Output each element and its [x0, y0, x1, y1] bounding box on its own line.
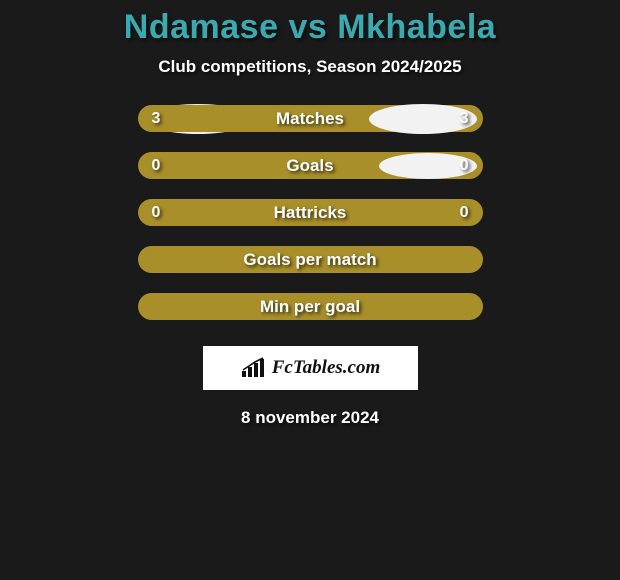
stat-row: 3 Matches 3 [138, 105, 483, 132]
logo-content: FcTables.com [240, 357, 381, 379]
logo-box: FcTables.com [203, 346, 418, 390]
stat-right-value: 0 [460, 204, 469, 222]
stat-left-value: 0 [152, 204, 161, 222]
stats-list: 3 Matches 3 0 Goals 0 0 Hattricks 0 Goals per mat… [138, 105, 483, 340]
stat-row: 0 Goals 0 [138, 152, 483, 179]
chart-icon [240, 357, 266, 379]
stat-row: 0 Hattricks 0 [138, 199, 483, 226]
stat-label: Hattricks [274, 203, 347, 223]
stat-left-value: 0 [152, 157, 161, 175]
player2-name: Mkhabela [337, 8, 496, 46]
vs-separator: vs [288, 8, 327, 46]
stat-bar: Goals per match [138, 246, 483, 273]
stat-right-value: 3 [460, 110, 469, 128]
stat-label: Min per goal [260, 297, 360, 317]
stat-label: Goals per match [243, 250, 376, 270]
stat-left-value: 3 [152, 110, 161, 128]
stat-right-value: 0 [460, 157, 469, 175]
stat-label: Matches [276, 109, 344, 129]
stat-bar: 0 Hattricks 0 [138, 199, 483, 226]
stat-row: Goals per match [138, 246, 483, 273]
logo-text: FcTables.com [272, 357, 381, 379]
date-text: 8 november 2024 [241, 408, 379, 428]
page-title: Ndamase vs Mkhabela [124, 8, 496, 47]
comparison-card: Ndamase vs Mkhabela Club competitions, S… [0, 0, 620, 428]
stat-label: Goals [286, 156, 333, 176]
stat-row: Min per goal [138, 293, 483, 320]
stat-bar: Min per goal [138, 293, 483, 320]
subtitle: Club competitions, Season 2024/2025 [158, 57, 461, 77]
player1-name: Ndamase [124, 8, 279, 46]
